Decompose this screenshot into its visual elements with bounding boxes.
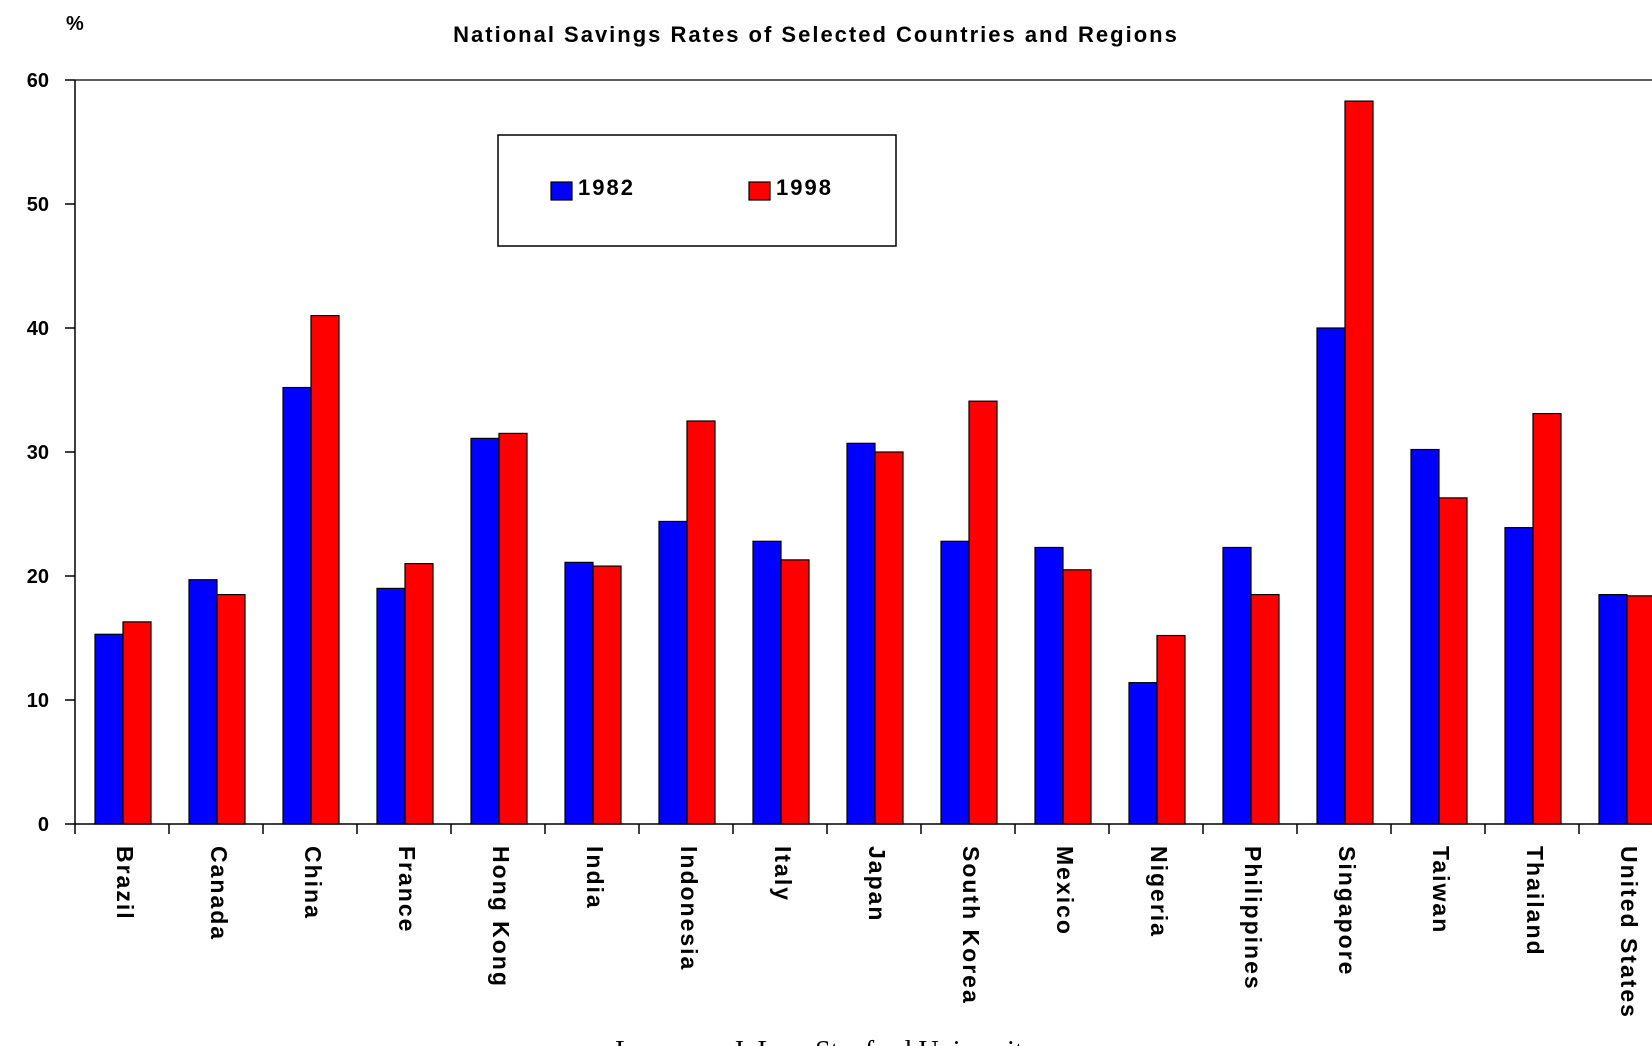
category-label-japan: Japan xyxy=(864,846,890,922)
y-tick-label-0: 0 xyxy=(38,814,49,836)
y-tick-label-50: 50 xyxy=(27,194,49,216)
bar-united-states-1998 xyxy=(1626,595,1652,825)
bar-indonesia-1982 xyxy=(658,520,688,825)
bar-taiwan-1982 xyxy=(1410,448,1440,825)
category-label-south-korea: South Korea xyxy=(958,846,984,1005)
bar-south-korea-1982 xyxy=(940,540,970,825)
bar-philippines-1982 xyxy=(1222,546,1252,825)
bar-taiwan-1998 xyxy=(1438,497,1468,825)
category-label-philippines: Philippines xyxy=(1240,846,1266,991)
footer-credit: Lawrence J. Lau, Stanford University xyxy=(615,1036,1036,1046)
bar-south-korea-1998 xyxy=(968,400,998,825)
bar-singapore-1982 xyxy=(1316,327,1346,825)
category-label-france: France xyxy=(394,846,420,933)
legend: 1982 1998 xyxy=(497,134,897,247)
bar-china-1982 xyxy=(282,386,312,825)
bar-india-1982 xyxy=(564,561,594,825)
bar-indonesia-1998 xyxy=(686,420,716,825)
category-label-mexico: Mexico xyxy=(1052,846,1078,936)
y-ticks-layer: 0 10 20 30 40 50 60 xyxy=(27,70,75,836)
bar-nigeria-1982 xyxy=(1128,682,1158,825)
bar-france-1998 xyxy=(404,562,434,825)
bars-layer xyxy=(94,100,1652,825)
bar-philippines-1998 xyxy=(1250,593,1280,825)
category-label-singapore: Singapore xyxy=(1334,846,1360,976)
chart-title: National Savings Rates of Selected Count… xyxy=(453,22,1179,47)
category-label-india: India xyxy=(582,846,608,910)
bar-italy-1982 xyxy=(752,540,782,825)
category-label-thailand: Thailand xyxy=(1522,846,1548,957)
category-label-italy: Italy xyxy=(770,846,796,902)
bar-united-states-1982 xyxy=(1598,593,1628,825)
legend-swatch-1998 xyxy=(748,181,771,201)
bar-mexico-1998 xyxy=(1062,569,1092,825)
bar-nigeria-1998 xyxy=(1156,634,1186,825)
bar-canada-1998 xyxy=(216,593,246,825)
bar-thailand-1998 xyxy=(1532,412,1562,825)
bar-japan-1982 xyxy=(846,442,876,825)
category-label-nigeria: Nigeria xyxy=(1146,846,1172,938)
legend-box xyxy=(497,134,897,247)
category-label-indonesia: Indonesia xyxy=(676,846,702,971)
legend-label-1982: 1982 xyxy=(578,175,635,200)
bar-canada-1982 xyxy=(188,579,218,825)
category-labels-layer: Brazil Canada China France Hong Kong India Ind… xyxy=(112,846,1642,1019)
bar-hong-kong-1982 xyxy=(470,437,500,825)
bar-brazil-1998 xyxy=(122,621,152,825)
bar-france-1982 xyxy=(376,587,406,825)
category-label-canada: Canada xyxy=(206,846,232,941)
bar-india-1998 xyxy=(592,565,622,825)
bar-china-1998 xyxy=(310,315,340,825)
bar-brazil-1982 xyxy=(94,633,124,825)
bar-thailand-1982 xyxy=(1504,527,1534,825)
category-label-hong-kong: Hong Kong xyxy=(488,846,514,988)
y-tick-label-60: 60 xyxy=(27,70,49,92)
y-tick-label-20: 20 xyxy=(27,566,49,588)
category-label-brazil: Brazil xyxy=(112,846,138,921)
category-label-taiwan: Taiwan xyxy=(1428,846,1454,934)
bar-singapore-1998 xyxy=(1344,100,1374,825)
y-tick-label-10: 10 xyxy=(27,690,49,712)
y-tick-label-30: 30 xyxy=(27,442,49,464)
category-label-china: China xyxy=(300,846,326,920)
bar-hong-kong-1998 xyxy=(498,432,528,825)
legend-label-1998: 1998 xyxy=(776,175,833,200)
category-label-united-states: United States xyxy=(1616,846,1642,1019)
bar-italy-1998 xyxy=(780,559,810,825)
bar-japan-1998 xyxy=(874,451,904,825)
legend-swatch-1982 xyxy=(550,181,573,201)
x-ticks-layer xyxy=(74,824,1580,834)
y-axis-unit-label: % xyxy=(66,13,84,35)
bar-mexico-1982 xyxy=(1034,546,1064,825)
y-tick-label-40: 40 xyxy=(27,318,49,340)
